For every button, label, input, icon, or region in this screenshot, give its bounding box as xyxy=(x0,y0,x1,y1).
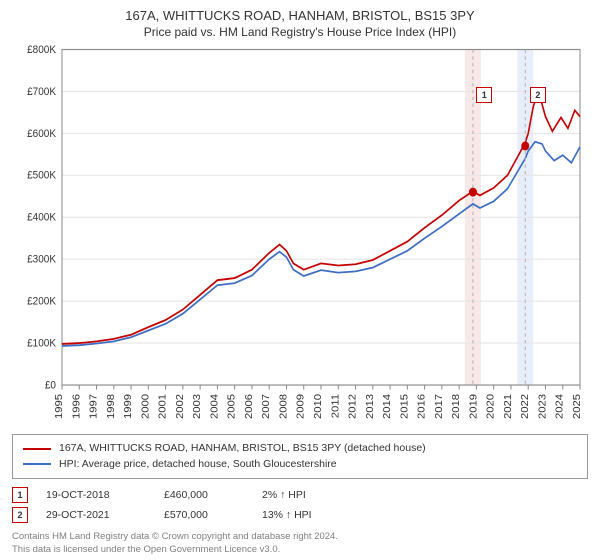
sale-date: 29-OCT-2021 xyxy=(46,509,146,521)
legend: 167A, WHITTUCKS ROAD, HANHAM, BRISTOL, B… xyxy=(12,434,588,480)
legend-swatch-2 xyxy=(23,463,51,465)
sale-marker-label: 2 xyxy=(530,87,546,103)
chart-subtitle: Price paid vs. HM Land Registry's House … xyxy=(12,25,588,39)
x-tick-label: 2020 xyxy=(485,394,496,419)
sale-date: 19-OCT-2018 xyxy=(46,489,146,501)
sale-marker-label: 1 xyxy=(476,87,492,103)
x-tick-label: 2022 xyxy=(520,394,531,419)
x-tick-label: 2009 xyxy=(295,394,306,419)
x-tick-label: 2016 xyxy=(416,394,427,419)
x-tick-label: 2021 xyxy=(502,394,513,419)
sale-dot-icon xyxy=(469,188,477,197)
y-tick-label: £300K xyxy=(27,253,56,266)
footnote-line: This data is licensed under the Open Gov… xyxy=(12,544,588,556)
y-tick-label: £800K xyxy=(27,45,56,56)
x-tick-label: 2025 xyxy=(572,394,583,419)
legend-label-1: 167A, WHITTUCKS ROAD, HANHAM, BRISTOL, B… xyxy=(59,441,426,457)
sale-price: £460,000 xyxy=(164,489,244,501)
x-tick-label: 2005 xyxy=(226,394,237,419)
x-tick-label: 2012 xyxy=(347,394,358,419)
y-tick-label: £500K xyxy=(27,169,56,182)
x-tick-label: 1996 xyxy=(71,394,82,419)
chart-titles: 167A, WHITTUCKS ROAD, HANHAM, BRISTOL, B… xyxy=(12,8,588,39)
chart-area: £0 £100K £200K £300K £400K £500K £600K £700K £80… xyxy=(12,45,588,428)
chart-title: 167A, WHITTUCKS ROAD, HANHAM, BRISTOL, B… xyxy=(12,8,588,23)
x-tick-label: 2004 xyxy=(209,394,220,419)
x-tick-label: 2011 xyxy=(330,394,341,418)
x-tick-label: 2013 xyxy=(364,394,375,419)
x-tick-label: 2023 xyxy=(537,394,548,419)
x-tick-label: 2000 xyxy=(140,394,151,419)
x-tick-label: 1998 xyxy=(105,394,116,419)
y-tick-label: £600K xyxy=(27,127,56,140)
legend-row-1: 167A, WHITTUCKS ROAD, HANHAM, BRISTOL, B… xyxy=(23,441,577,457)
y-tick-label: £100K xyxy=(27,337,56,350)
legend-row-2: HPI: Average price, detached house, Sout… xyxy=(23,457,577,473)
x-tick-label: 2019 xyxy=(468,394,479,419)
y-tick-label: £0 xyxy=(45,379,56,392)
x-tick-label: 2008 xyxy=(278,394,289,419)
x-tick-label: 2006 xyxy=(243,394,254,419)
sale-row: 2 29-OCT-2021 £570,000 13% ↑ HPI xyxy=(12,505,588,525)
sale-marker-icon: 1 xyxy=(12,487,28,503)
x-tick-label: 2015 xyxy=(399,394,410,419)
x-tick-label: 1997 xyxy=(88,394,99,419)
x-tick-label: 1999 xyxy=(123,394,134,419)
sale-marker-icon: 2 xyxy=(12,507,28,523)
footnote-line: Contains HM Land Registry data © Crown c… xyxy=(12,531,588,543)
line-chart: £0 £100K £200K £300K £400K £500K £600K £700K £80… xyxy=(12,45,588,428)
legend-label-2: HPI: Average price, detached house, Sout… xyxy=(59,457,337,473)
x-tick-label: 2002 xyxy=(174,394,185,419)
sale-price: £570,000 xyxy=(164,509,244,521)
x-tick-label: 1995 xyxy=(54,394,65,419)
x-tick-label: 2018 xyxy=(451,394,462,419)
x-tick-label: 2010 xyxy=(313,394,324,419)
series-hpi xyxy=(62,142,580,346)
sale-dot-icon xyxy=(521,141,529,150)
sale-diff: 2% ↑ HPI xyxy=(262,489,306,501)
x-tick-label: 2003 xyxy=(192,394,203,419)
y-tick-label: £200K xyxy=(27,295,56,308)
sale-diff: 13% ↑ HPI xyxy=(262,509,312,521)
x-tick-label: 2001 xyxy=(157,394,168,419)
legend-swatch-1 xyxy=(23,448,51,450)
x-tick-label: 2017 xyxy=(433,394,444,419)
sale-rows: 1 19-OCT-2018 £460,000 2% ↑ HPI 2 29-OCT… xyxy=(12,485,588,525)
x-tick-label: 2014 xyxy=(382,394,393,419)
x-tick-label: 2024 xyxy=(554,394,565,419)
x-tick-label: 2007 xyxy=(261,394,272,419)
y-tick-label: £400K xyxy=(27,211,56,224)
y-tick-label: £700K xyxy=(27,85,56,98)
footnote: Contains HM Land Registry data © Crown c… xyxy=(12,531,588,556)
sale-row: 1 19-OCT-2018 £460,000 2% ↑ HPI xyxy=(12,485,588,505)
